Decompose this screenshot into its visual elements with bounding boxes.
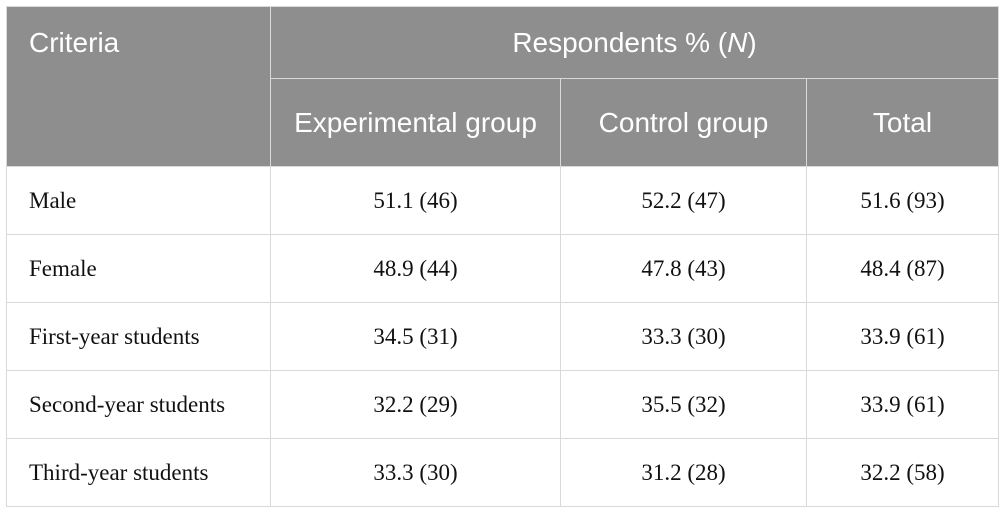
table-row: First-year students 34.5 (31) 33.3 (30) …	[7, 303, 999, 371]
row-label: Female	[7, 235, 271, 303]
col-header-total: Total	[807, 79, 999, 167]
respondents-label-n: N	[727, 27, 747, 58]
table-row: Third-year students 33.3 (30) 31.2 (28) …	[7, 439, 999, 507]
cell-experimental: 32.2 (29)	[271, 371, 561, 439]
cell-total: 33.9 (61)	[807, 303, 999, 371]
col-header-respondents: Respondents % (N)	[271, 7, 999, 79]
cell-control: 52.2 (47)	[561, 167, 807, 235]
col-header-criteria: Criteria	[7, 7, 271, 167]
col-header-control: Control group	[561, 79, 807, 167]
row-label: Third-year students	[7, 439, 271, 507]
cell-experimental: 48.9 (44)	[271, 235, 561, 303]
cell-experimental: 34.5 (31)	[271, 303, 561, 371]
cell-total: 51.6 (93)	[807, 167, 999, 235]
row-label: Second-year students	[7, 371, 271, 439]
cell-control: 33.3 (30)	[561, 303, 807, 371]
row-label: First-year students	[7, 303, 271, 371]
table-row: Second-year students 32.2 (29) 35.5 (32)…	[7, 371, 999, 439]
row-label: Male	[7, 167, 271, 235]
respondents-label-suffix: )	[747, 27, 756, 58]
cell-total: 33.9 (61)	[807, 371, 999, 439]
cell-total: 48.4 (87)	[807, 235, 999, 303]
cell-total: 32.2 (58)	[807, 439, 999, 507]
cell-experimental: 51.1 (46)	[271, 167, 561, 235]
cell-control: 47.8 (43)	[561, 235, 807, 303]
respondents-label-prefix: Respondents % (	[512, 27, 727, 58]
cell-control: 31.2 (28)	[561, 439, 807, 507]
cell-experimental: 33.3 (30)	[271, 439, 561, 507]
table-row: Male 51.1 (46) 52.2 (47) 51.6 (93)	[7, 167, 999, 235]
respondents-table: Criteria Respondents % (N) Experimental …	[6, 6, 999, 507]
col-header-experimental: Experimental group	[271, 79, 561, 167]
cell-control: 35.5 (32)	[561, 371, 807, 439]
table-row: Female 48.9 (44) 47.8 (43) 48.4 (87)	[7, 235, 999, 303]
